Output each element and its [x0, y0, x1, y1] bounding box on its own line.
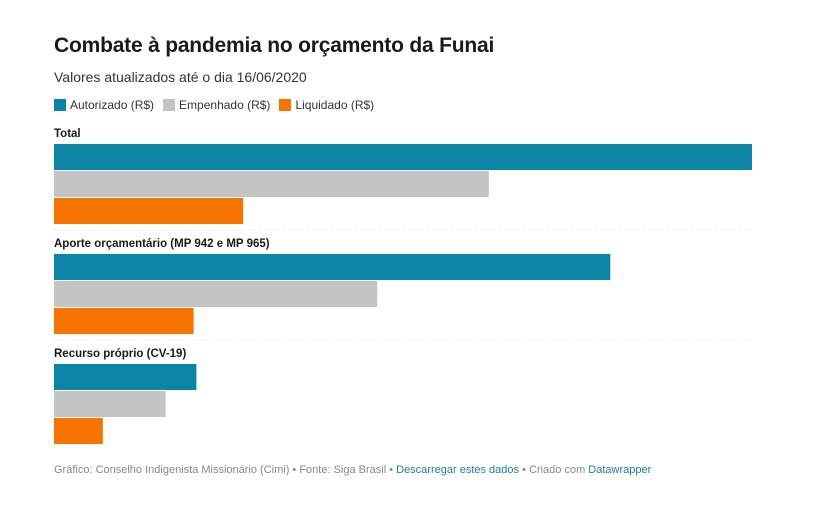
bar	[54, 144, 752, 170]
bar	[54, 391, 166, 417]
bar	[54, 254, 611, 280]
category-label: Recurso próprio (CV-19)	[54, 348, 186, 360]
category-label: Total	[54, 128, 81, 140]
legend-item: Autorizado (R$)	[54, 98, 154, 112]
bar	[54, 171, 489, 197]
legend-label: Autorizado (R$)	[70, 98, 155, 112]
bar-chart: Total Aporte orçamentário (MP 942 e MP 96…	[54, 128, 752, 444]
legend-label: Empenhado (R$)	[179, 98, 271, 112]
legend-swatch	[54, 99, 66, 111]
chart-legend: Autorizado (R$) Empenhado (R$) Liquidado (…	[54, 98, 383, 112]
legend-item: Empenhado (R$)	[163, 98, 270, 112]
legend-swatch	[279, 99, 292, 111]
bar	[54, 281, 378, 307]
legend-swatch	[163, 99, 176, 111]
bar	[54, 308, 194, 334]
category-label: Aporte orçamentário (MP 942 e MP 965)	[54, 238, 270, 250]
chart-footer: Gráfico: Conselho Indigenista Missionári…	[54, 464, 651, 476]
chart-title: Combate à pandemia no orçamento da Funai	[54, 34, 495, 57]
chart-subtitle: Valores atualizados até o dia 16/06/2020	[54, 69, 307, 85]
legend-item: Liquidado (R$)	[279, 98, 374, 112]
footer-source-text: Gráfico: Conselho Indigenista Missionári…	[54, 464, 397, 476]
bar	[54, 198, 244, 224]
datawrapper-link[interactable]: Datawrapper	[588, 464, 652, 476]
bar	[54, 418, 103, 444]
bar	[54, 364, 197, 390]
download-data-link[interactable]: Descarregar estes dados	[396, 464, 520, 476]
footer-created-text: • Criado com	[519, 464, 589, 476]
legend-label: Liquidado (R$)	[295, 98, 375, 112]
